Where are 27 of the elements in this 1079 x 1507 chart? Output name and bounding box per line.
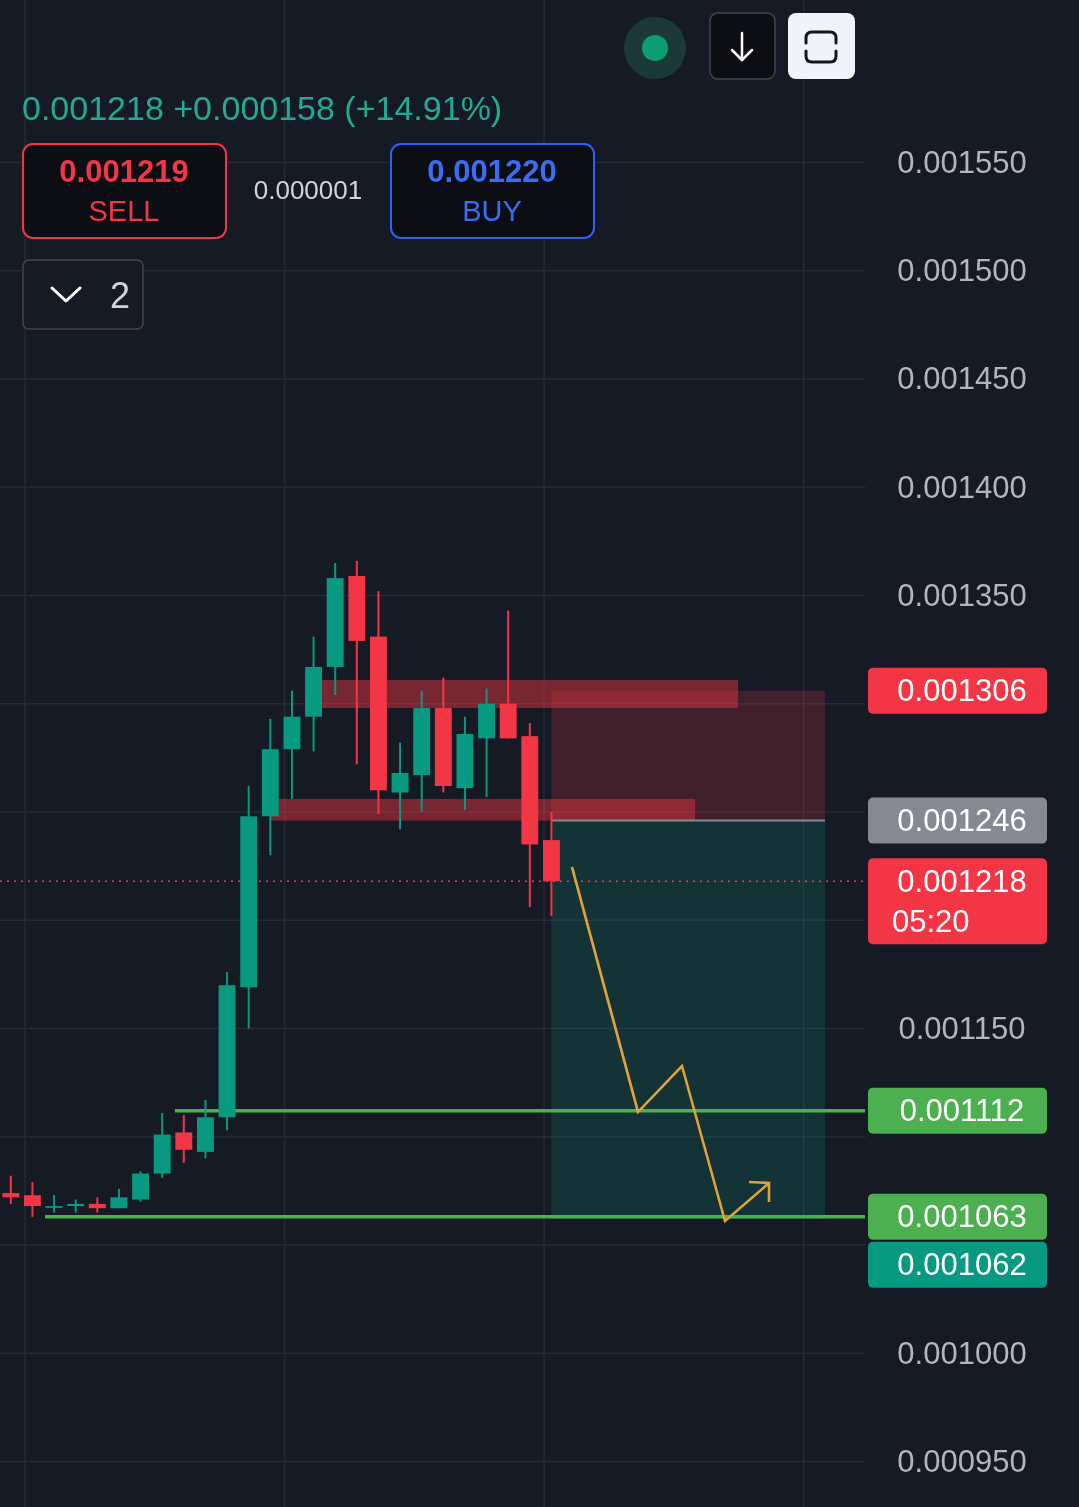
text: 05:20 — [892, 903, 970, 939]
y-tick-label: 0.001500 — [897, 253, 1027, 289]
y-tick-label: 0.001350 — [897, 577, 1027, 613]
candlestick — [2, 1174, 20, 1205]
candlestick — [24, 1181, 41, 1218]
ref-line-label: 0.001218 — [897, 863, 1027, 899]
y-tick-label: 0.001450 — [897, 361, 1027, 397]
annotation: SELL — [88, 195, 160, 227]
candlestick — [391, 741, 409, 831]
annotation: 0.001218 +0.000158 (+14.91%) — [22, 89, 503, 127]
band-label: 0.001062 — [897, 1247, 1027, 1283]
annotation: BUY — [462, 195, 522, 227]
ref-line-label: 0.001063 — [897, 1199, 1027, 1235]
candlestick — [175, 1114, 193, 1164]
ref-line-label: 0.001112 — [899, 1093, 1025, 1129]
annotation: 0.001219 — [59, 153, 189, 189]
y-tick-label: 0.000950 — [897, 1444, 1027, 1480]
annotation: 0.001220 — [427, 153, 557, 189]
annotation: 0.000001 — [253, 175, 363, 205]
y-tick-label: 0.001150 — [898, 1010, 1026, 1046]
y-tick-label: 0.001000 — [897, 1335, 1027, 1371]
annotation: 2 — [109, 274, 131, 316]
candlestick — [45, 1194, 63, 1214]
ref-line-label: 0.001246 — [897, 803, 1027, 839]
y-tick-label: 0.001550 — [897, 144, 1027, 180]
y-tick-label: 0.001400 — [897, 469, 1027, 505]
band-label: 0.001306 — [897, 673, 1027, 709]
